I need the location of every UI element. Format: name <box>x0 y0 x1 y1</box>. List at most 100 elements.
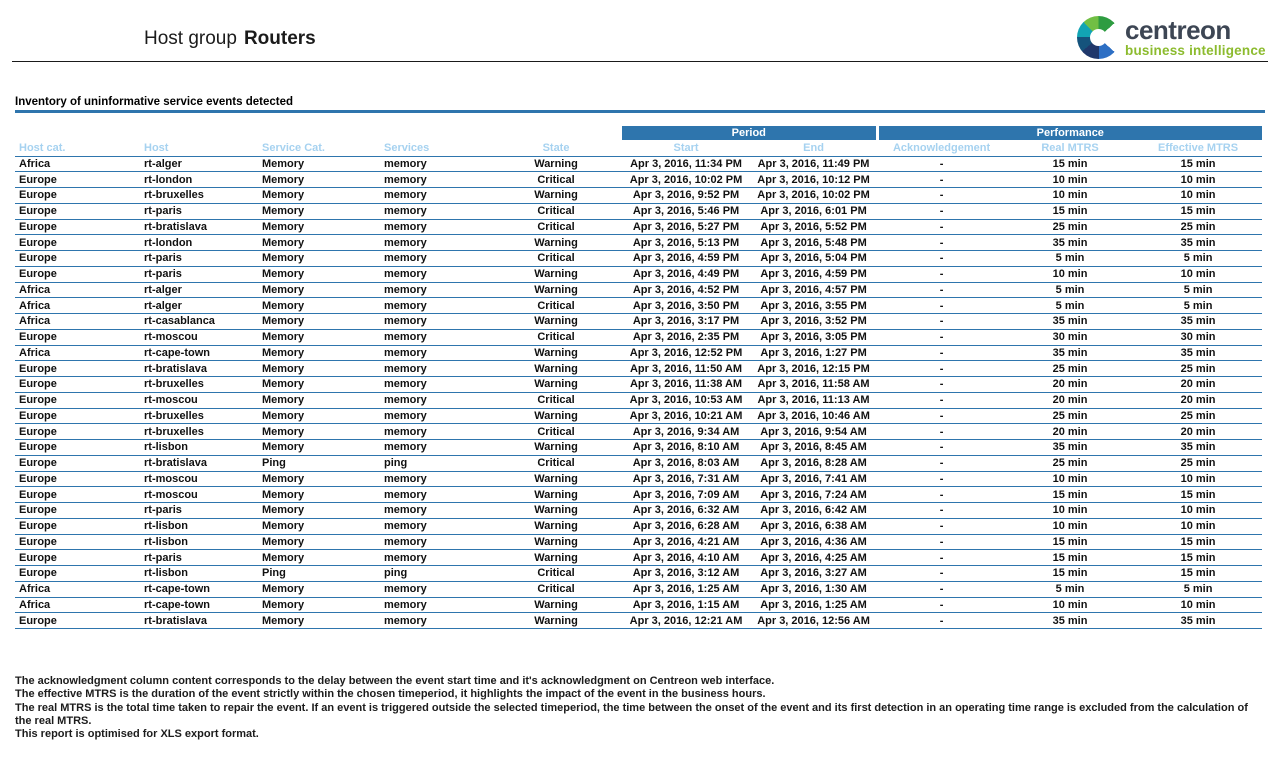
cell-services: memory <box>380 502 490 519</box>
cell-end: Apr 3, 2016, 1:30 AM <box>750 581 878 598</box>
cell-host: rt-bratislava <box>140 612 258 629</box>
cell-state: Critical <box>490 392 623 409</box>
cell-effective-mtrs: 15 min <box>1134 549 1263 566</box>
cell-host: rt-paris <box>140 266 258 283</box>
cell-services: memory <box>380 408 490 425</box>
cell-real-mtrs: 10 min <box>1006 187 1135 204</box>
cell-host: rt-paris <box>140 502 258 519</box>
cell-host: rt-moscou <box>140 329 258 346</box>
cell-end: Apr 3, 2016, 6:01 PM <box>750 203 878 220</box>
cell-end: Apr 3, 2016, 11:58 AM <box>750 376 878 393</box>
cell-state: Warning <box>490 534 623 551</box>
cell-effective-mtrs: 20 min <box>1134 392 1263 409</box>
column-header-end: End <box>750 140 878 157</box>
cell-end: Apr 3, 2016, 5:52 PM <box>750 219 878 236</box>
cell-real-mtrs: 25 min <box>1006 219 1135 236</box>
cell-end: Apr 3, 2016, 8:28 AM <box>750 455 878 472</box>
cell-end: Apr 3, 2016, 6:42 AM <box>750 502 878 519</box>
cell-acknowledgement: - <box>877 518 1007 535</box>
cell-end: Apr 3, 2016, 3:55 PM <box>750 297 878 314</box>
cell-service-cat: Memory <box>258 297 380 314</box>
cell-service-cat: Memory <box>258 282 380 299</box>
cell-state: Warning <box>490 502 623 519</box>
cell-services: memory <box>380 345 490 362</box>
cell-start: Apr 3, 2016, 9:52 PM <box>622 187 751 204</box>
centreon-c-icon <box>1077 16 1120 59</box>
cell-services: memory <box>380 187 490 204</box>
cell-host-cat: Europe <box>15 565 140 582</box>
cell-real-mtrs: 20 min <box>1006 423 1135 440</box>
section-underline <box>15 110 1265 113</box>
cell-real-mtrs: 10 min <box>1006 171 1135 188</box>
cell-services: memory <box>380 234 490 251</box>
cell-host-cat: Africa <box>15 597 140 614</box>
cell-host: rt-london <box>140 171 258 188</box>
cell-service-cat: Memory <box>258 581 380 598</box>
cell-effective-mtrs: 25 min <box>1134 360 1263 377</box>
cell-effective-mtrs: 25 min <box>1134 455 1263 472</box>
cell-state: Critical <box>490 329 623 346</box>
table-row: Africa rt-alger Memory memory Warning Apr 3, … <box>15 282 1263 299</box>
table-row: Europe rt-moscou Memory memory Warning Apr 3,… <box>15 486 1263 503</box>
page-title: Host group Routers <box>144 28 316 50</box>
cell-end: Apr 3, 2016, 12:15 PM <box>750 360 878 377</box>
cell-start: Apr 3, 2016, 11:50 AM <box>622 360 751 377</box>
cell-end: Apr 3, 2016, 6:38 AM <box>750 518 878 535</box>
cell-end: Apr 3, 2016, 5:48 PM <box>750 234 878 251</box>
cell-start: Apr 3, 2016, 4:52 PM <box>622 282 751 299</box>
cell-effective-mtrs: 15 min <box>1134 486 1263 503</box>
cell-host: rt-bruxelles <box>140 423 258 440</box>
cell-host: rt-bratislava <box>140 455 258 472</box>
table-row: Europe rt-bruxelles Memory memory Warning Apr… <box>15 187 1263 204</box>
cell-service-cat: Memory <box>258 360 380 377</box>
cell-services: memory <box>380 518 490 535</box>
cell-service-cat: Memory <box>258 534 380 551</box>
cell-state: Warning <box>490 518 623 535</box>
column-header-start: Start <box>622 140 751 157</box>
cell-real-mtrs: 10 min <box>1006 518 1135 535</box>
cell-effective-mtrs: 5 min <box>1134 282 1263 299</box>
table-row: Europe rt-bruxelles Memory memory Warning Apr… <box>15 376 1263 393</box>
cell-services: memory <box>380 597 490 614</box>
cell-host: rt-bruxelles <box>140 376 258 393</box>
cell-real-mtrs: 35 min <box>1006 612 1135 629</box>
cell-real-mtrs: 35 min <box>1006 345 1135 362</box>
cell-acknowledgement: - <box>877 266 1007 283</box>
cell-effective-mtrs: 25 min <box>1134 408 1263 425</box>
cell-start: Apr 3, 2016, 4:10 AM <box>622 549 751 566</box>
table-row: Africa rt-cape-town Memory memory Warning Apr… <box>15 345 1263 362</box>
cell-start: Apr 3, 2016, 4:49 PM <box>622 266 751 283</box>
events-table: Period Performance Host cat. Host Servic… <box>15 126 1263 629</box>
cell-service-cat: Memory <box>258 329 380 346</box>
cell-real-mtrs: 15 min <box>1006 486 1135 503</box>
cell-start: Apr 3, 2016, 4:59 PM <box>622 250 751 267</box>
cell-start: Apr 3, 2016, 1:25 AM <box>622 581 751 598</box>
cell-effective-mtrs: 5 min <box>1134 250 1263 267</box>
cell-real-mtrs: 35 min <box>1006 313 1135 330</box>
group-header-row: Period Performance <box>15 126 1263 140</box>
cell-state: Warning <box>490 549 623 566</box>
cell-acknowledgement: - <box>877 250 1007 267</box>
cell-host-cat: Europe <box>15 534 140 551</box>
cell-service-cat: Memory <box>258 156 380 173</box>
cell-services: memory <box>380 250 490 267</box>
cell-end: Apr 3, 2016, 8:45 AM <box>750 439 878 456</box>
cell-host-cat: Africa <box>15 156 140 173</box>
cell-state: Warning <box>490 360 623 377</box>
cell-acknowledgement: - <box>877 203 1007 220</box>
cell-host: rt-cape-town <box>140 345 258 362</box>
cell-start: Apr 3, 2016, 3:12 AM <box>622 565 751 582</box>
cell-start: Apr 3, 2016, 7:09 AM <box>622 486 751 503</box>
table-row: Europe rt-lisbon Ping ping Critical Apr 3, 20… <box>15 565 1263 582</box>
cell-acknowledgement: - <box>877 423 1007 440</box>
cell-state: Critical <box>490 171 623 188</box>
cell-end: Apr 3, 2016, 7:24 AM <box>750 486 878 503</box>
cell-service-cat: Memory <box>258 266 380 283</box>
cell-host-cat: Europe <box>15 455 140 472</box>
cell-host: rt-alger <box>140 156 258 173</box>
cell-real-mtrs: 30 min <box>1006 329 1135 346</box>
cell-start: Apr 3, 2016, 10:02 PM <box>622 171 751 188</box>
cell-service-cat: Ping <box>258 455 380 472</box>
cell-end: Apr 3, 2016, 10:12 PM <box>750 171 878 188</box>
cell-service-cat: Memory <box>258 439 380 456</box>
